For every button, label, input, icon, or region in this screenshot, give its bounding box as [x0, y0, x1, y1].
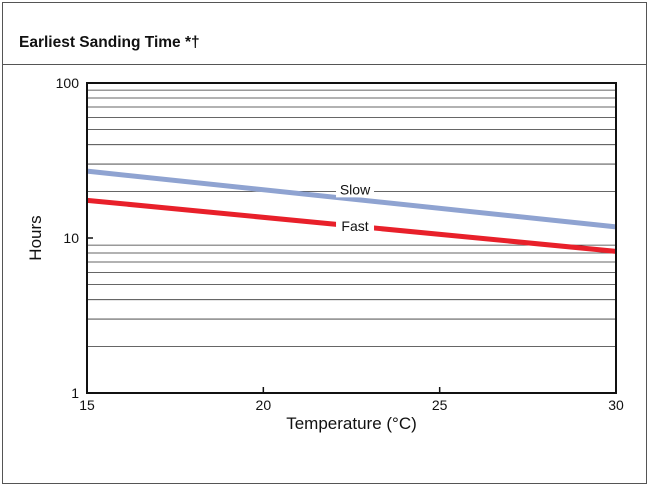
- series-label-bg: [336, 220, 375, 235]
- y-axis-label: Hours: [26, 215, 45, 260]
- chart-series-labels: Slow Fast: [336, 181, 375, 235]
- series-label-slow: Slow: [340, 181, 371, 197]
- chart-header: Earliest Sanding Time *†: [3, 3, 646, 65]
- x-tick-label: 25: [432, 397, 448, 413]
- chart-title: Earliest Sanding Time *†: [19, 34, 200, 51]
- x-tick-label: 15: [79, 397, 95, 413]
- y-tick-label: 100: [56, 75, 80, 91]
- chart-grid: [87, 89, 616, 347]
- y-tick-label: 10: [63, 230, 79, 246]
- y-tick-label: 1: [71, 385, 79, 401]
- series-label-fast: Fast: [341, 218, 368, 234]
- x-tick-label: 30: [608, 397, 624, 413]
- series-line-slow: [86, 168, 617, 230]
- chart-ticks: 15 20 25 30 1 10 100: [56, 75, 624, 413]
- x-tick-label: 20: [256, 397, 272, 413]
- series-label-bg: [336, 183, 375, 198]
- x-axis-label: Temperature (°C): [286, 414, 417, 433]
